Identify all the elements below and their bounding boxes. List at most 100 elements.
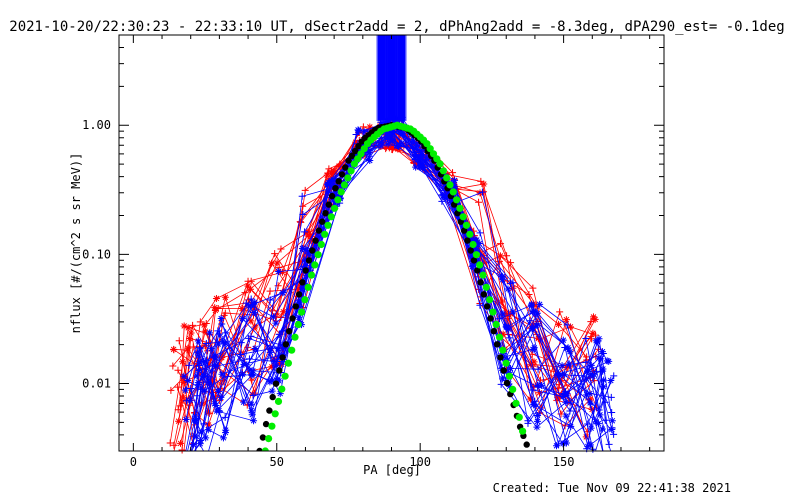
black-fit-point: [335, 178, 342, 185]
green-fit-point: [486, 296, 494, 304]
black-fit-point: [500, 367, 507, 374]
blue-traces-point: [476, 301, 484, 309]
blue-traces-point: [377, 142, 385, 150]
blue-traces-point: [416, 157, 424, 165]
blue-traces-point: [250, 309, 258, 317]
green-fit-point: [443, 174, 451, 182]
blue-traces-point: [295, 313, 303, 321]
blue-traces-point: [391, 128, 399, 136]
green-fit-point: [459, 213, 467, 221]
blue-traces-point: [184, 376, 192, 384]
blue-traces-point: [248, 411, 256, 419]
x-tick-label: 100: [409, 455, 431, 469]
red-traces-point: [525, 290, 533, 298]
blue-traces-point: [441, 194, 449, 202]
blue-traces-point: [301, 256, 309, 264]
blue-traces-point: [185, 361, 193, 369]
blue-traces-point: [584, 367, 592, 375]
blue-traces-point: [275, 377, 283, 385]
red-traces-point: [304, 232, 312, 240]
blue-traces-point: [182, 386, 190, 394]
black-fit-point: [282, 341, 290, 348]
green-fit-point: [479, 271, 487, 279]
green-fit-point: [482, 283, 490, 291]
blue-traces-point: [200, 420, 208, 428]
blue-traces-point: [196, 440, 204, 448]
red-traces-point: [583, 428, 591, 436]
blue-traces-point: [469, 237, 477, 245]
red-traces-point: [307, 233, 315, 241]
blue-traces-point: [562, 439, 570, 447]
red-traces-point: [277, 313, 285, 321]
blue-traces-point: [219, 338, 227, 346]
green-fit-point: [495, 333, 504, 341]
blue-traces-point: [607, 377, 615, 385]
red-traces-point: [179, 358, 187, 366]
blue-traces-point: [601, 398, 609, 406]
red-traces-point: [221, 293, 229, 301]
blue-traces-point: [247, 400, 255, 408]
red-traces-trace: [180, 138, 599, 444]
red-traces-point: [170, 346, 178, 354]
red-traces-point: [244, 282, 252, 290]
red-traces-point: [175, 337, 183, 345]
blue-traces-point: [245, 355, 253, 363]
black-fit-point: [477, 279, 484, 286]
black-fit-point: [292, 303, 299, 310]
axes: 0 50 100 150 1.00 0.10 0.01: [82, 34, 664, 469]
red-traces-point: [268, 259, 276, 267]
blue-traces-point: [216, 330, 224, 338]
red-traces-point: [383, 143, 391, 151]
blue-traces-point: [560, 371, 568, 379]
red-traces-point: [299, 202, 307, 210]
blue-traces-point: [599, 367, 607, 375]
blue-traces-point: [301, 246, 309, 254]
blue-traces-point: [298, 192, 306, 200]
blue-traces-point: [280, 288, 288, 296]
green-fit-point: [519, 427, 527, 435]
blue-traces-point: [587, 424, 595, 432]
black-fit-point: [315, 227, 323, 234]
blue-traces-point: [217, 315, 225, 323]
blue-traces-point: [562, 412, 570, 420]
green-fit-point: [509, 385, 517, 393]
blue-traces-point: [438, 197, 446, 205]
red-traces-point: [186, 335, 194, 343]
blue-traces-point: [567, 422, 575, 430]
blue-traces-point: [247, 407, 255, 415]
red-traces-trace: [182, 119, 594, 427]
green-fit-point: [274, 397, 283, 405]
blue-traces-point: [439, 192, 447, 200]
green-fit-point: [340, 181, 349, 189]
green-fit-point: [350, 160, 358, 168]
red-traces-point: [591, 331, 599, 339]
blue-traces-point: [248, 371, 256, 379]
red-traces-point: [586, 395, 594, 403]
blue-traces-point: [410, 137, 418, 145]
blue-traces-point: [384, 134, 392, 142]
blue-traces-point: [328, 178, 336, 186]
blue-traces-point: [298, 284, 306, 292]
blue-traces-point: [245, 302, 253, 310]
black-fit-point: [470, 257, 478, 264]
black-fit-point: [328, 192, 336, 200]
red-traces-point: [205, 421, 213, 429]
blue-traces-point: [360, 128, 368, 136]
blue-traces-point: [279, 327, 287, 335]
red-traces-point: [503, 252, 511, 260]
red-traces-point: [268, 363, 276, 371]
green-fit-point: [317, 240, 325, 249]
blue-traces-point: [191, 416, 199, 424]
red-traces-point: [238, 305, 246, 313]
blue-traces-point: [558, 362, 566, 370]
red-traces-point: [529, 284, 537, 292]
blue-traces-point: [552, 442, 560, 450]
blue-traces-point: [559, 440, 567, 448]
green-fit-point: [298, 308, 306, 316]
blue-traces-point: [411, 144, 419, 152]
blue-traces-point: [212, 401, 220, 409]
blue-traces-point: [197, 428, 205, 436]
blue-traces-point: [324, 181, 332, 189]
green-fit-point: [433, 155, 441, 163]
